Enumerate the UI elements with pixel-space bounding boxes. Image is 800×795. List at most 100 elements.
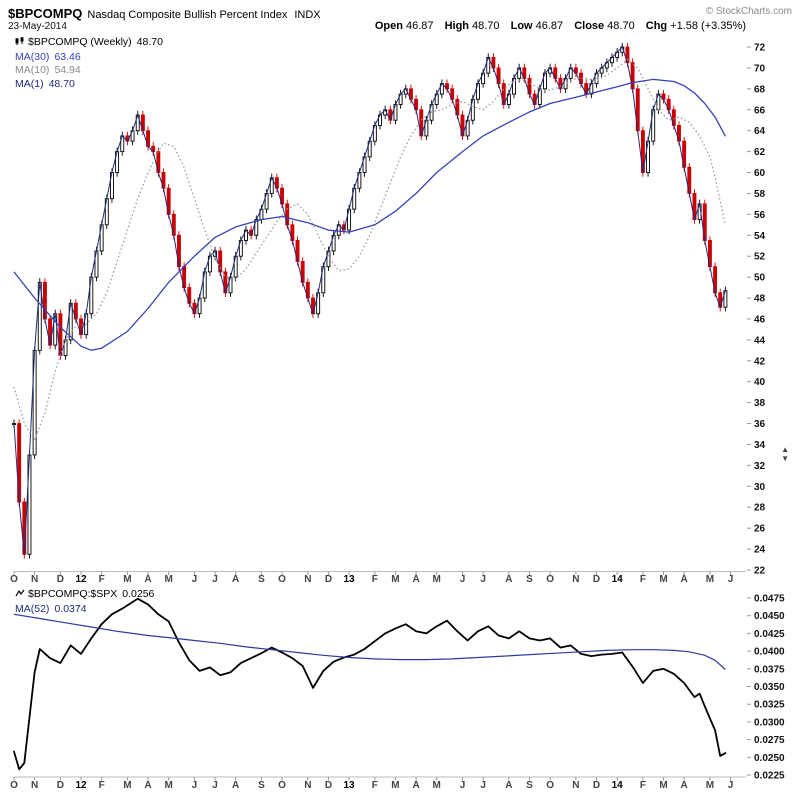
svg-text:O: O [546,574,554,585]
svg-text:J: J [212,780,218,791]
legend-label: MA(1) [15,77,44,90]
svg-text:O: O [278,780,286,791]
svg-text:O: O [10,574,18,585]
legend-item-ma1: MA(1) 48.70 [15,78,163,92]
svg-text:26: 26 [754,524,766,535]
quote-high-value: 48.70 [472,20,500,32]
svg-text:0.0475: 0.0475 [754,594,785,605]
svg-text:D: D [593,780,600,791]
svg-text:M: M [706,780,714,791]
y-axis-main: 22 24 26 28 30 32 34 36 38 40 42 44 46 48 50 52 54 56 58 60… [747,43,766,577]
svg-text:38: 38 [754,398,766,409]
svg-text:N: N [572,780,579,791]
axis-scale-control[interactable]: ▲ ▼ [781,445,789,463]
legend-item-price: $BPCOMPQ (Weekly) 48.70 [15,36,163,51]
svg-text:N: N [572,574,579,585]
legend-item-ma52: MA(52) 0.0374 [15,603,154,617]
svg-text:M: M [123,780,131,791]
legend-item-ma10: MA(10) 54.94 [15,64,163,78]
legend-value: 63.46 [54,50,81,63]
svg-text:J: J [212,574,218,585]
svg-text:12: 12 [75,780,87,791]
svg-text:M: M [706,574,714,585]
svg-text:M: M [164,574,172,585]
svg-text:J: J [460,574,466,585]
svg-text:0.0425: 0.0425 [754,629,785,640]
svg-text:O: O [278,574,286,585]
svg-text:A: A [505,574,512,585]
svg-text:0.0350: 0.0350 [754,682,785,693]
svg-text:48: 48 [754,294,766,305]
svg-text:A: A [232,780,239,791]
main-chart-legend: $BPCOMPQ (Weekly) 48.70 MA(30) 63.46 MA(10… [15,36,163,91]
quote-chg-label: Chg [645,20,668,32]
svg-text:O: O [10,780,18,791]
ma1-line [13,46,726,555]
quote-chg-value: +1.58 (+3.35%) [670,20,746,32]
svg-text:M: M [391,780,399,791]
copyright: © StockCharts.com [705,6,792,17]
svg-text:0.0275: 0.0275 [754,735,785,746]
svg-text:42: 42 [754,356,766,367]
exchange-label: INDX [294,9,321,21]
legend-value: 48.70 [48,77,75,90]
legend-label: MA(30) [15,50,50,63]
svg-text:M: M [659,780,667,791]
svg-text:13: 13 [344,574,356,585]
svg-text:O: O [546,780,554,791]
svg-text:32: 32 [754,461,766,472]
ma30-line [13,78,726,351]
chart-date: 23-May-2014 [8,21,67,32]
svg-text:58: 58 [754,189,766,200]
ma52-line [13,613,726,670]
svg-text:30: 30 [754,482,766,493]
legend-item-ma30: MA(30) 63.46 [15,51,163,65]
header-row: $BPCOMPQ Nasdaq Composite Bullish Percent… [8,5,321,23]
quote-open-label: Open [374,20,403,32]
legend-value: 0.0256 [122,588,155,600]
svg-text:50: 50 [754,273,766,284]
svg-text:68: 68 [754,84,766,95]
axis-scroll-up-icon[interactable]: ▲ [781,445,789,454]
svg-text:J: J [192,780,198,791]
svg-text:F: F [640,780,646,791]
svg-text:0.0250: 0.0250 [754,753,785,764]
quote-close-value: 48.70 [607,20,635,32]
legend-value: 54.94 [54,64,81,76]
svg-text:M: M [433,780,441,791]
legend-value: 0.0374 [54,602,87,615]
legend-label: MA(52) [15,602,50,615]
svg-text:44: 44 [754,335,766,346]
ratio-line [13,597,727,771]
svg-text:J: J [460,780,466,791]
svg-text:D: D [325,780,332,791]
line-chart-icon [15,588,25,603]
svg-text:M: M [164,780,172,791]
quote-low-label: Low [510,20,533,32]
x-axis-main: O N D 12 F M A M J J A S O N D 13 F M A M J J A S O N D 14 F M A M J [10,571,746,585]
svg-text:56: 56 [754,210,766,221]
svg-text:S: S [526,780,533,791]
svg-text:N: N [31,574,38,585]
x-axis-ratio: O N D 12 F M A M J J A S O N D 13 F M A M J J A S O N D 14 F M A M J [10,776,746,791]
svg-text:A: A [681,574,688,585]
svg-text:N: N [304,780,311,791]
svg-text:0.0375: 0.0375 [754,664,785,675]
svg-text:D: D [325,574,332,585]
svg-text:22: 22 [754,566,766,577]
axis-scroll-down-icon[interactable]: ▼ [781,454,789,463]
candlestick-icon [15,36,25,51]
svg-text:A: A [505,780,512,791]
svg-text:60: 60 [754,168,766,179]
legend-item-ratio: $BPCOMPQ:$SPX 0.0256 [15,588,154,603]
svg-text:0.0450: 0.0450 [754,611,785,622]
svg-text:12: 12 [75,574,87,585]
svg-text:F: F [372,574,378,585]
quote-close-label: Close [574,20,605,32]
svg-text:72: 72 [754,43,766,54]
svg-text:J: J [480,780,486,791]
svg-text:S: S [258,574,265,585]
svg-text:28: 28 [754,503,766,514]
svg-text:46: 46 [754,314,766,325]
svg-text:70: 70 [754,63,766,74]
